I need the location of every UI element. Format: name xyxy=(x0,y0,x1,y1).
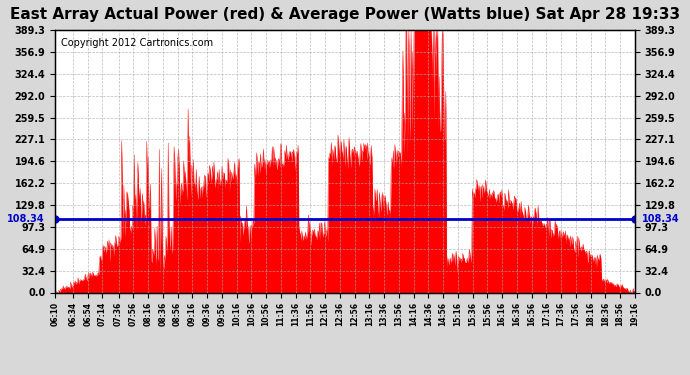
Text: 108.34: 108.34 xyxy=(642,214,680,225)
Text: East Array Actual Power (red) & Average Power (Watts blue) Sat Apr 28 19:33: East Array Actual Power (red) & Average … xyxy=(10,8,680,22)
Text: 108.34: 108.34 xyxy=(7,214,44,225)
Text: Copyright 2012 Cartronics.com: Copyright 2012 Cartronics.com xyxy=(61,38,213,48)
